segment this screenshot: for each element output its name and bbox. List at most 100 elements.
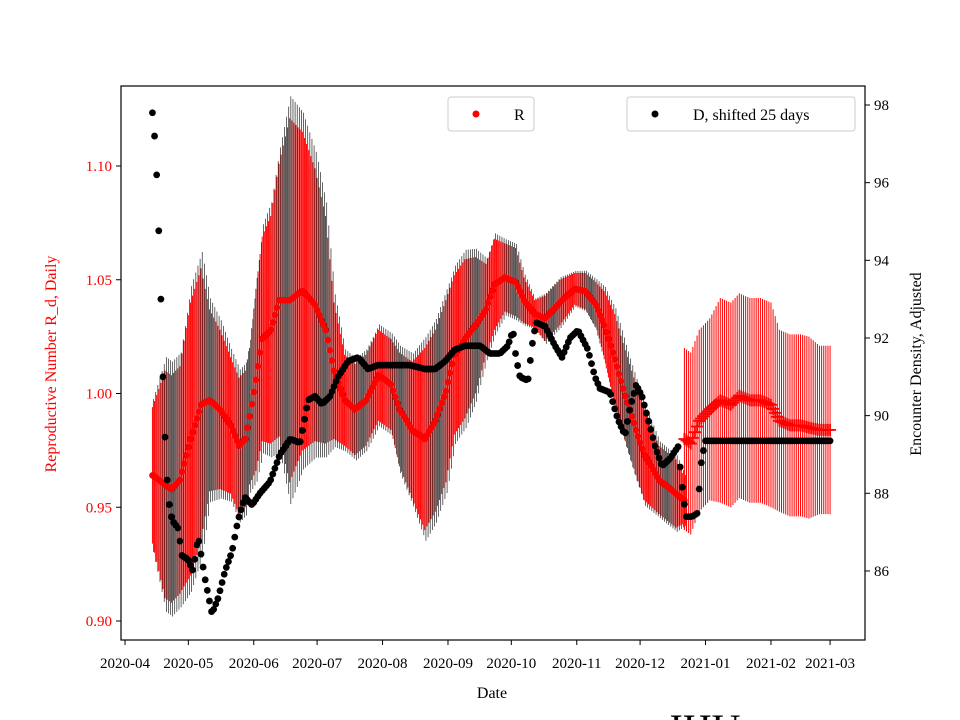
r-point (596, 311, 604, 319)
d-point (588, 360, 595, 368)
r-point (339, 391, 346, 398)
d-point (189, 566, 196, 574)
d-point (151, 132, 158, 140)
r-projected-point (684, 437, 697, 450)
x-axis: 2020-04 2020-05 2020-06 2020-07 2020-08 2020-… (100, 640, 855, 672)
d-point (678, 483, 686, 491)
d-point (227, 552, 234, 560)
legend-d-label: D, shifted 25 days (693, 107, 809, 124)
d-point (159, 373, 167, 381)
d-point (155, 227, 163, 235)
x-tick-label: 2020-06 (229, 656, 279, 672)
d-point (607, 391, 614, 398)
d-point (700, 447, 707, 454)
r-point (267, 326, 274, 334)
d-point (199, 563, 207, 571)
r-point (227, 422, 234, 429)
r-point (250, 388, 258, 396)
legend-r: R (447, 96, 535, 132)
r-point (320, 321, 327, 329)
d-point (165, 501, 173, 508)
r-point (313, 306, 321, 314)
y-right-tick-label: 96 (874, 176, 890, 192)
d-point (212, 600, 220, 608)
d-point (273, 459, 281, 466)
d-point (298, 427, 306, 434)
d-point (157, 295, 165, 303)
d-point (695, 485, 703, 493)
d-point (647, 426, 655, 433)
x-tick-label: 2020-12 (615, 656, 665, 672)
x-tick-label: 2021-03 (805, 656, 855, 672)
r-point (630, 419, 638, 427)
y-right-tick-label: 90 (874, 409, 889, 425)
r-point (244, 424, 251, 431)
y-axis-left-label: Reproductive Number R_d, Daily (43, 256, 60, 473)
y-left-tick-label: 0.90 (86, 614, 112, 630)
d-point (558, 353, 566, 361)
d-series (149, 109, 834, 615)
y-left-tick-label: 1.10 (86, 159, 112, 175)
r-point (600, 321, 608, 329)
r-point (482, 306, 490, 313)
r-projected-point (691, 420, 704, 433)
d-point (301, 415, 308, 423)
r-point (446, 369, 454, 377)
y-left-tick-label: 0.95 (86, 500, 112, 516)
r-point (185, 443, 192, 451)
r-point (432, 417, 439, 425)
d-point (531, 327, 538, 335)
d-point (330, 383, 338, 390)
r-point (256, 349, 264, 356)
d-point (697, 459, 705, 467)
d-point (524, 375, 532, 383)
r-point (176, 476, 184, 484)
r-point (328, 357, 336, 364)
d-point (510, 330, 517, 338)
d-point (676, 463, 684, 471)
d-point (590, 368, 598, 376)
r-point (613, 363, 621, 370)
d-point (191, 555, 199, 563)
d-point (583, 344, 591, 352)
r-point (324, 336, 331, 344)
y-right-tick-label: 86 (874, 564, 890, 580)
r-point (391, 393, 399, 401)
y-axis-right: 86 88 90 92 94 96 98 (865, 98, 890, 580)
d-point (609, 398, 617, 406)
y-right-tick-label: 88 (874, 486, 889, 502)
r-point (622, 392, 629, 400)
d-point (237, 506, 245, 514)
d-point (210, 605, 218, 613)
r-point (594, 306, 602, 314)
r-point (271, 311, 279, 319)
r-point (484, 299, 492, 307)
r-point (632, 426, 640, 434)
r-point (330, 367, 338, 375)
r-point (322, 326, 329, 334)
r-point (195, 408, 203, 416)
d-point (153, 171, 161, 179)
x-tick-label: 2020-10 (486, 656, 536, 672)
r-point (434, 411, 441, 419)
d-point (161, 433, 169, 441)
d-point (218, 579, 226, 586)
r-point (269, 319, 277, 326)
x-tick-label: 2020-09 (423, 656, 473, 672)
r-point (592, 301, 600, 309)
d-point (674, 443, 682, 451)
d-point (201, 576, 209, 584)
d-point (168, 513, 175, 521)
d-point (328, 388, 336, 396)
d-point (176, 537, 184, 545)
d-point (586, 351, 593, 359)
d-point (303, 404, 310, 412)
r-point (486, 293, 494, 301)
r-point (605, 335, 612, 343)
y-right-tick-label: 98 (874, 98, 889, 114)
r-point (180, 460, 188, 467)
d-point (628, 398, 636, 405)
r-point (489, 287, 496, 294)
r-point (252, 376, 260, 384)
